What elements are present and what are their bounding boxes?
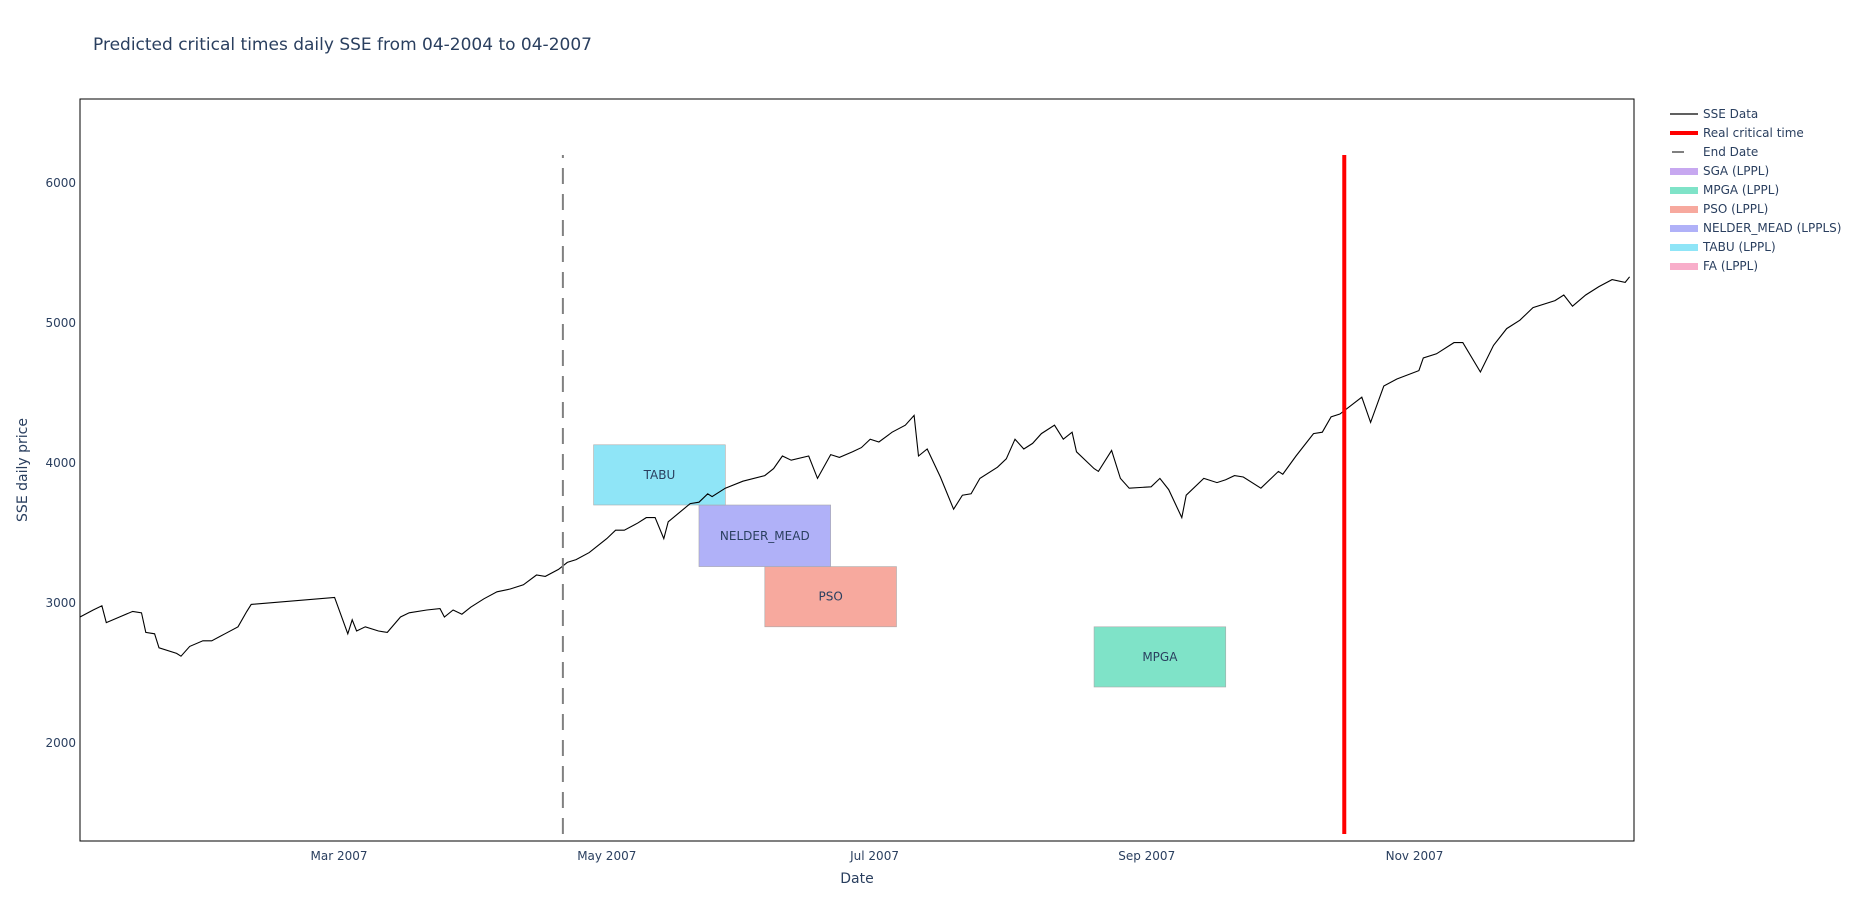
legend-item-real-critical-time[interactable]: Real critical time (1670, 126, 1804, 140)
x-tick-label: May 2007 (577, 849, 636, 863)
legend-label: SGA (LPPL) (1703, 164, 1769, 178)
y-axis-ticks: 2000 3000 4000 5000 6000 (45, 176, 76, 750)
legend-swatch (1670, 206, 1698, 213)
legend-label: MPGA (LPPL) (1703, 183, 1779, 197)
legend-swatch (1670, 263, 1698, 270)
legend-swatch (1670, 187, 1698, 194)
series-line-sse-data (79, 276, 1631, 657)
y-axis-title: SSE daily price (15, 418, 31, 522)
legend-swatch (1670, 225, 1698, 232)
x-tick-label: Mar 2007 (311, 849, 368, 863)
legend-item-sga-lppl[interactable]: SGA (LPPL) (1670, 164, 1769, 178)
prediction-box-mpga (1093, 626, 1227, 688)
prediction-box-tabu (593, 444, 726, 506)
legend-label: FA (LPPL) (1703, 259, 1758, 273)
prediction-boxes: MPGA PSO NELDER_MEAD TABU (593, 444, 1227, 688)
y-tick-label: 2000 (45, 736, 76, 750)
prediction-label-mpga: MPGA (1142, 650, 1178, 664)
legend-label: NELDER_MEAD (LPPLS) (1703, 221, 1841, 235)
y-tick-label: 3000 (45, 596, 76, 610)
prediction-label-tabu: TABU (643, 468, 676, 482)
legend-label: TABU (LPPL) (1702, 240, 1776, 254)
legend-item-fa-lppl[interactable]: FA (LPPL) (1670, 259, 1758, 273)
legend: SSE Data Real critical time End Date SGA (L… (1670, 107, 1841, 273)
legend-item-tabu-lppl[interactable]: TABU (LPPL) (1670, 240, 1776, 254)
legend-label: Real critical time (1703, 126, 1804, 140)
legend-item-sse-data[interactable]: SSE Data (1670, 107, 1758, 121)
plot-frame (79, 98, 1635, 842)
x-tick-label: Jul 2007 (849, 849, 899, 863)
legend-item-pso-lppl[interactable]: PSO (LPPL) (1670, 202, 1768, 216)
prediction-box-nelder-mead (698, 504, 831, 567)
prediction-box-pso (764, 566, 897, 628)
prediction-label-pso: PSO (819, 590, 843, 604)
legend-item-end-date[interactable]: End Date (1672, 145, 1758, 159)
x-axis-title: Date (840, 871, 873, 887)
chart-title: Predicted critical times daily SSE from … (93, 35, 592, 55)
legend-label: PSO (LPPL) (1703, 202, 1768, 216)
y-tick-label: 4000 (45, 456, 76, 470)
prediction-label-nelder-mead: NELDER_MEAD (720, 529, 810, 543)
x-tick-label: Nov 2007 (1386, 849, 1444, 863)
legend-swatch (1670, 168, 1698, 175)
legend-item-mpga-lppl[interactable]: MPGA (LPPL) (1670, 183, 1779, 197)
x-tick-label: Sep 2007 (1118, 849, 1175, 863)
y-tick-label: 6000 (45, 176, 76, 190)
legend-swatch (1670, 244, 1698, 251)
legend-label: SSE Data (1703, 107, 1758, 121)
legend-item-nelder-mead-lppls[interactable]: NELDER_MEAD (LPPLS) (1670, 221, 1841, 235)
legend-label: End Date (1703, 145, 1758, 159)
x-axis-ticks: Mar 2007 May 2007 Jul 2007 Sep 2007 Nov 2007 (311, 849, 1444, 863)
y-tick-label: 5000 (45, 316, 76, 330)
plot-lines (79, 155, 1631, 834)
